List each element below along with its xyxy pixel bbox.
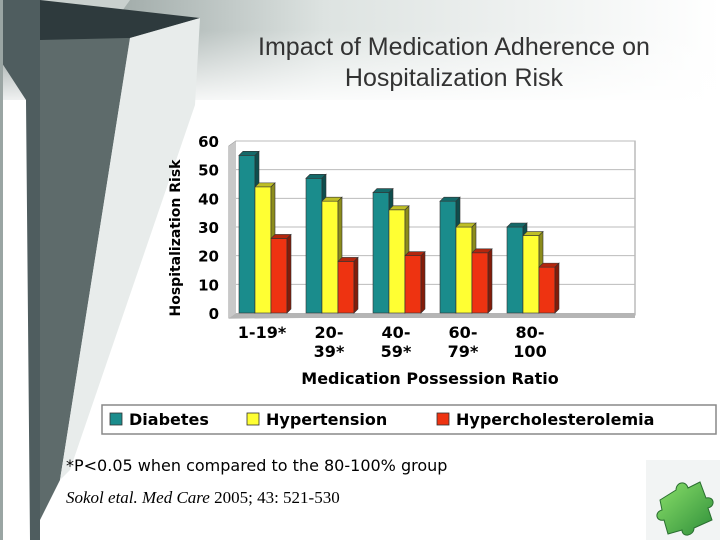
- plot-left-wall: [229, 141, 236, 318]
- y-axis-label: Hospitalization Risk: [168, 159, 184, 317]
- significance-footnote: *P<0.05 when compared to the 80-100% gro…: [66, 456, 448, 475]
- bar-front: [388, 209, 406, 314]
- x-tick-label: 100: [513, 342, 546, 361]
- bar-hypercholesterolemia: [538, 262, 560, 314]
- bar-side: [353, 256, 359, 314]
- y-tick-label: 30: [198, 219, 219, 237]
- y-tick-label: 50: [198, 162, 219, 180]
- legend-swatch: [436, 412, 450, 426]
- x-tick-label: 60-: [449, 323, 478, 342]
- legend-label: Hypertension: [266, 410, 387, 429]
- bar-front: [506, 226, 524, 314]
- bar-front: [337, 261, 355, 314]
- x-tick-label: 1-19*: [238, 323, 287, 342]
- y-tick-label: 20: [198, 248, 219, 266]
- bar-front: [270, 238, 288, 314]
- y-tick-label: 0: [209, 305, 219, 323]
- x-axis-label: Medication Possession Ratio: [301, 369, 558, 388]
- bar-side: [487, 248, 493, 314]
- bar-chart: 0 10 20 30 40 50 60 1-19* 20-39* 40-59* 60-79* 80-…: [101, 133, 717, 435]
- legend-box: [101, 404, 717, 435]
- puzzle-icon: [646, 460, 720, 540]
- bar-front: [522, 235, 540, 314]
- x-tick-label: 39*: [314, 342, 345, 361]
- bar-side: [420, 250, 426, 314]
- bar-hypercholesterolemia: [337, 256, 359, 314]
- x-tick-labels: 1-19* 20-39* 40-59* 60-79* 80-100: [238, 323, 547, 361]
- legend-label: Hypercholesterolemia: [456, 410, 654, 429]
- bar-side: [554, 262, 560, 314]
- bar-front: [404, 255, 422, 314]
- y-tick-label: 60: [198, 133, 219, 151]
- citation-details: 2005; 43: 521-530: [214, 488, 340, 507]
- legend-swatch: [109, 412, 123, 426]
- grid-lines: [236, 140, 635, 285]
- y-tick-label: 40: [198, 190, 219, 208]
- slide-title-line1: Impact of Medication Adherence on: [258, 33, 650, 61]
- y-tick-label: 10: [198, 276, 219, 294]
- x-tick-label: 79*: [448, 342, 479, 361]
- bar-front: [238, 155, 256, 314]
- citation-journal: Med Care: [142, 488, 210, 507]
- bar-front: [254, 186, 272, 314]
- citation-authors: Sokol etal.: [66, 488, 138, 507]
- bars: [238, 150, 560, 314]
- bar-front: [471, 252, 489, 314]
- bar-front: [321, 200, 339, 314]
- bar-hypercholesterolemia: [471, 248, 493, 314]
- bar-hypercholesterolemia: [404, 250, 426, 314]
- legend: Diabetes Hypertension Hypercholesterolemia: [101, 404, 717, 435]
- legend-swatch: [246, 412, 260, 426]
- x-tick-label: 40-: [382, 323, 411, 342]
- x-tick-label: 59*: [381, 342, 412, 361]
- bar-front: [372, 192, 390, 314]
- x-tick-label: 80-: [516, 323, 545, 342]
- x-tick-label: 20-: [315, 323, 344, 342]
- citation: Sokol etal. Med Care 2005; 43: 521-530: [66, 488, 340, 508]
- bar-front: [305, 177, 323, 314]
- bar-side: [286, 233, 292, 314]
- plot-floor: [229, 313, 635, 318]
- bar-front: [538, 266, 556, 314]
- bar-hypercholesterolemia: [270, 233, 292, 314]
- legend-label: Diabetes: [129, 410, 209, 429]
- slide-title: Impact of Medication Adherence on Hospit…: [196, 32, 712, 94]
- slide-title-line2: Hospitalization Risk: [344, 64, 564, 92]
- bar-front: [439, 200, 457, 314]
- y-tick-labels: 0 10 20 30 40 50 60: [198, 133, 219, 323]
- bar-front: [455, 226, 473, 314]
